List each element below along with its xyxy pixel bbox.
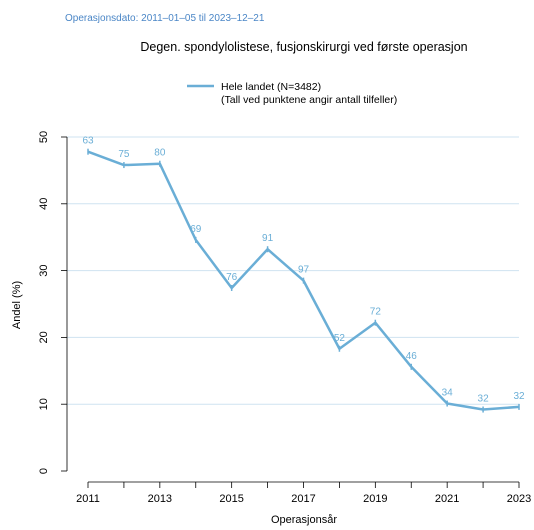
x-tick-label: 2011 [76,493,100,505]
y-tick-label: 40 [38,198,50,210]
y-tick-label: 10 [38,398,50,410]
data-label: 63 [82,136,94,147]
x-axis: 2011 2013 2015 2017 2019 2021 2023 [76,481,531,505]
legend: Hele landet (N=3482) (Tall ved punktene … [187,81,397,106]
y-tick-label: 20 [38,331,50,343]
series-hele-landet: 63 75 80 69 76 91 97 52 72 46 34 32 32 [82,136,525,413]
data-label: 91 [262,233,274,244]
gridlines [67,136,519,405]
y-tick-label: 50 [38,131,50,143]
y-tick-label: 30 [38,264,50,276]
legend-entry-label: Hele landet (N=3482) [221,81,321,93]
y-axis: 0 10 20 30 40 50 [38,131,68,474]
x-tick-label: 2015 [219,493,243,505]
data-label: 32 [513,391,525,402]
x-tick-label: 2017 [291,493,315,505]
x-tick-label: 2023 [507,493,531,505]
x-tick-label: 2013 [148,493,172,505]
x-tick-label: 2021 [435,493,459,505]
data-label: 72 [370,307,382,318]
x-axis-label: Operasjonsår [271,514,337,526]
data-label: 52 [334,333,346,344]
chart-title: Degen. spondylolistese, fusjonskirurgi v… [140,40,467,54]
y-tick-label: 0 [38,468,50,474]
data-label: 34 [442,388,454,399]
y-axis-label: Andel (%) [11,281,23,329]
data-label: 76 [226,272,238,283]
data-label: 46 [406,351,418,362]
legend-note: (Tall ved punktene angir antall tilfelle… [221,94,397,106]
data-label: 80 [154,148,166,159]
data-label: 32 [478,394,490,405]
data-label: 97 [298,265,310,276]
data-label: 69 [190,224,202,235]
chart-subtitle: Operasjonsdato: 2011–01–05 til 2023–12–2… [65,13,265,24]
x-tick-label: 2019 [363,493,387,505]
data-label: 75 [118,149,130,160]
